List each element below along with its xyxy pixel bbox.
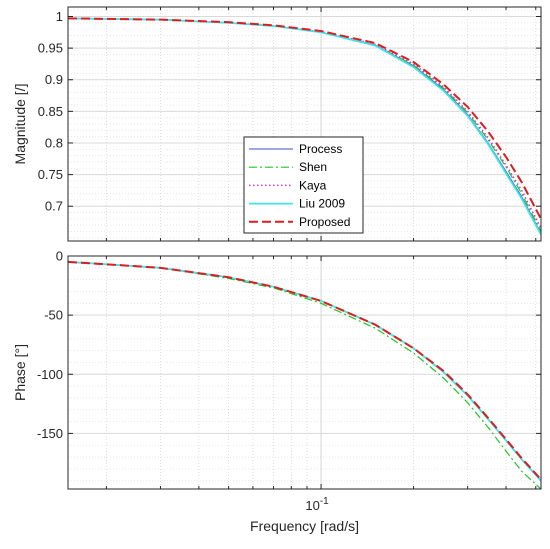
y-tick-label: 1	[56, 9, 63, 24]
y-tick-label: 0.8	[45, 135, 63, 150]
legend-label: Shen	[299, 160, 327, 174]
series-line-proposed	[67, 17, 542, 220]
plot-area	[68, 256, 541, 489]
y-tick-label: 0.95	[38, 41, 63, 56]
legend-box	[243, 136, 364, 234]
y-tick-label: -50	[44, 308, 63, 323]
phase-panel: -150 -100 -50 0 10-1 Phase [°] Frequency [rad/…	[12, 249, 542, 534]
legend-label: Liu 2009	[299, 197, 345, 211]
magnitude-panel: 0.7 0.75 0.8 0.85 0.9 0.95 1 Magnitude [/] Proce…	[12, 6, 542, 242]
y-axis-label: Magnitude [/]	[12, 84, 28, 165]
legend-label: Proposed	[299, 215, 350, 229]
x-axis-label: Frequency [rad/s]	[250, 518, 359, 534]
x-tick-label: 10-1	[305, 496, 329, 513]
y-tick-label: 0.9	[45, 72, 63, 87]
legend: Process Shen Kaya Liu 2009 Proposed	[243, 136, 364, 234]
y-tick-label: -100	[37, 367, 63, 382]
series-line-proposed	[67, 260, 542, 481]
legend-label: Process	[299, 142, 342, 156]
axes-box	[67, 6, 542, 242]
y-tick-label: 0	[56, 249, 63, 264]
axes-box	[67, 255, 542, 490]
legend-label: Kaya	[299, 178, 327, 192]
y-axis-label: Phase [°]	[12, 344, 28, 401]
y-tick-label: 0.85	[38, 104, 63, 119]
series-group	[67, 17, 542, 236]
series-line-shen	[67, 261, 542, 490]
y-tick-label: -150	[37, 426, 63, 441]
y-tick-label: 0.75	[38, 167, 63, 182]
series-group	[67, 260, 542, 490]
y-tick-label: 0.7	[45, 199, 63, 214]
